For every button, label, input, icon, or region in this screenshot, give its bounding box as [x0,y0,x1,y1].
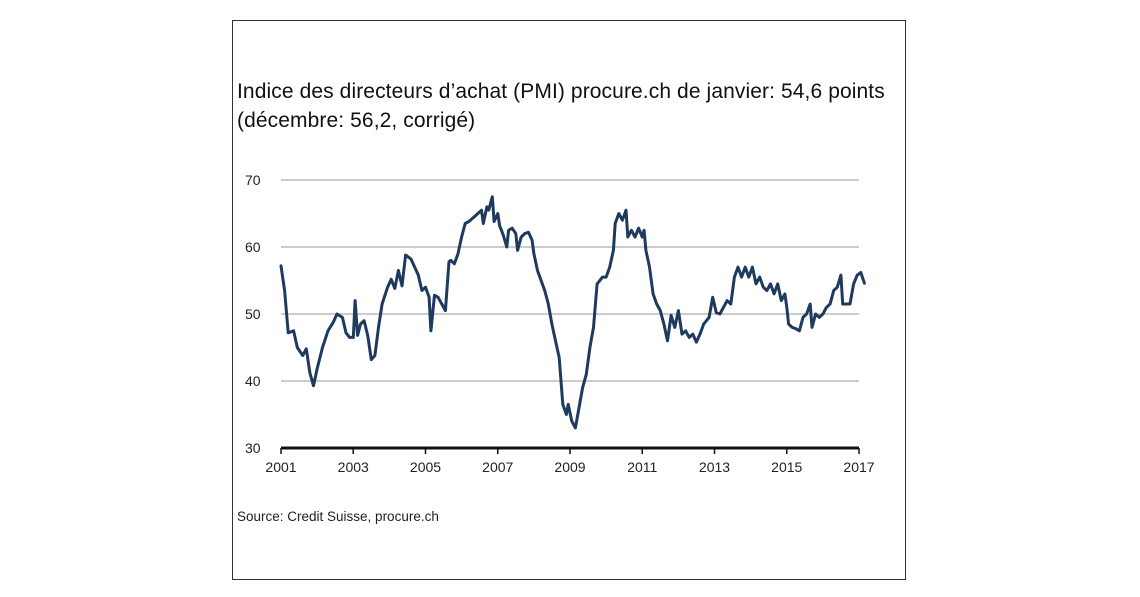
y-tick-label: 60 [245,239,261,255]
x-tick-label: 2009 [554,459,585,475]
x-tick-label: 2013 [699,459,730,475]
x-tick-label: 2005 [410,459,441,475]
chart-title: Indice des directeurs d’achat (PMI) proc… [237,80,885,132]
x-tick-label: 2007 [482,459,513,475]
x-tick-label: 2011 [627,459,657,475]
y-tick-label: 40 [245,373,261,389]
source-note: Source: Credit Suisse, procure.ch [237,509,439,524]
y-tick-label: 30 [245,440,261,456]
x-tick-label: 2001 [265,459,296,475]
chart-panel: Indice des directeurs d’achat (PMI) proc… [232,20,906,580]
x-tick-label: 2003 [338,459,369,475]
y-tick-label: 50 [245,306,261,322]
chart-plot: 30 40 50 60 70 2001 2003 2005 2007 2009 2011 2013 20… [245,172,875,475]
series-line-0 [279,195,866,430]
x-tick-label: 2015 [771,459,802,475]
x-tick-label: 2017 [843,459,874,475]
y-tick-label: 70 [245,172,261,188]
